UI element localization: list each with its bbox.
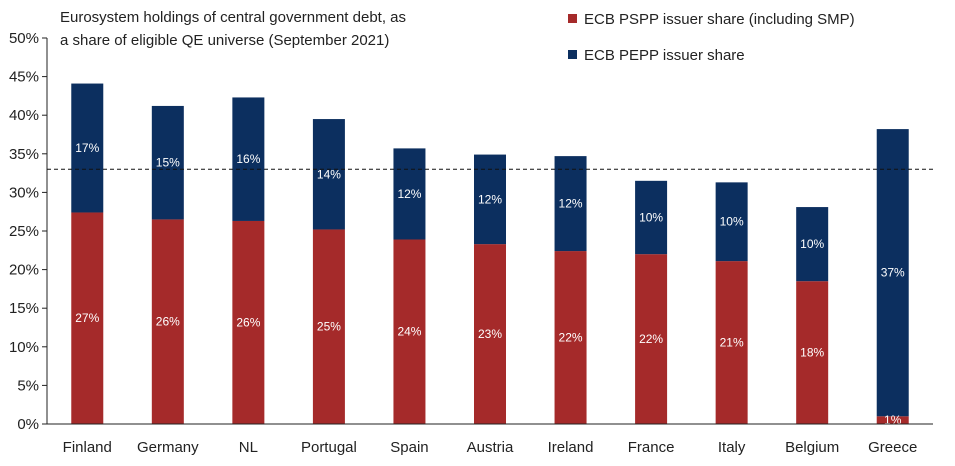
bar-segment-pepp-germany	[151, 105, 184, 220]
data-label-pspp-spain: 24%	[397, 325, 421, 339]
y-tick-label: 0%	[17, 416, 39, 433]
data-label-pepp-spain: 12%	[397, 187, 421, 201]
y-tick-label: 10%	[9, 339, 39, 356]
y-tick-label: 40%	[9, 107, 39, 124]
bar-segment-pspp-austria	[474, 244, 506, 424]
bar-segment-pspp-portugal	[312, 229, 345, 424]
bar-segment-pepp-nl	[232, 97, 265, 221]
data-label-pspp-belgium: 18%	[800, 346, 824, 360]
legend: ECB PSPP issuer share (including SMP) EC…	[568, 11, 855, 64]
y-tick-label: 20%	[9, 262, 39, 279]
data-label-pepp-france: 10%	[639, 210, 663, 224]
data-label-pepp-portugal: 14%	[317, 167, 341, 181]
bar-segment-pepp-belgium	[796, 207, 829, 282]
bar-segment-pspp-greece	[876, 416, 909, 424]
y-axis: 0% 5% 10% 15% 20% 25% 30% 35% 40% 45% 50%	[9, 30, 48, 433]
bar-segment-pepp-greece	[876, 129, 909, 417]
data-label-pepp-nl: 16%	[236, 152, 260, 166]
x-tick-label-finland: Finland	[63, 439, 112, 456]
y-tick-label: 25%	[9, 223, 39, 240]
chart-title-line-2: a share of eligible QE universe (Septemb…	[60, 32, 389, 49]
x-tick-label-germany: Germany	[137, 439, 199, 456]
data-label-pspp-france: 22%	[639, 332, 663, 346]
x-tick-label-belgium: Belgium	[785, 439, 839, 456]
data-label-pepp-greece: 37%	[881, 266, 905, 280]
data-label-pepp-austria: 12%	[478, 192, 502, 206]
bar-segment-pspp-finland	[71, 212, 104, 424]
x-tick-label-ireland: Ireland	[548, 439, 594, 456]
data-label-pspp-germany: 26%	[156, 315, 180, 329]
x-tick-label-italy: Italy	[718, 439, 746, 456]
y-tick-label: 30%	[9, 184, 39, 201]
legend-label-pepp: ECB PEPP issuer share	[584, 47, 745, 64]
legend-swatch-pspp	[568, 14, 577, 23]
bar-segment-pepp-portugal	[312, 119, 345, 230]
bar-segment-pspp-nl	[232, 220, 265, 424]
x-tick-label-france: France	[628, 439, 675, 456]
x-tick-label-greece: Greece	[868, 439, 917, 456]
bar-segment-pepp-france	[635, 180, 668, 255]
data-label-pepp-ireland: 12%	[559, 197, 583, 211]
bar-segment-pspp-belgium	[796, 281, 829, 424]
data-label-pepp-germany: 15%	[156, 156, 180, 170]
bar-segment-pspp-france	[635, 254, 668, 424]
x-tick-label-austria: Austria	[467, 439, 514, 456]
y-tick-label: 15%	[9, 300, 39, 317]
bar-segment-pepp-ireland	[554, 156, 587, 252]
y-tick-label: 50%	[9, 30, 39, 47]
legend-label-pspp: ECB PSPP issuer share (including SMP)	[584, 11, 855, 28]
data-label-pspp-portugal: 25%	[317, 320, 341, 334]
bar-segment-pspp-ireland	[554, 251, 587, 424]
x-tick-label-portugal: Portugal	[301, 439, 357, 456]
data-label-pspp-italy: 21%	[720, 336, 744, 350]
x-axis: Finland Germany NL Portugal Spain Austria Irel…	[47, 423, 933, 456]
chart-title: Eurosystem holdings of central governmen…	[60, 9, 406, 49]
data-label-pepp-belgium: 10%	[800, 237, 824, 251]
bar-segment-pepp-finland	[71, 83, 104, 213]
chart-title-line-1: Eurosystem holdings of central governmen…	[60, 9, 406, 26]
x-tick-label-nl: NL	[239, 439, 258, 456]
y-tick-label: 5%	[17, 377, 39, 394]
data-label-pspp-finland: 27%	[75, 311, 99, 325]
data-label-pepp-finland: 17%	[75, 141, 99, 155]
legend-swatch-pepp	[568, 50, 577, 59]
y-tick-label: 45%	[9, 69, 39, 86]
x-tick-label-spain: Spain	[390, 439, 428, 456]
bar-segment-pspp-germany	[151, 219, 184, 424]
data-label-pepp-italy: 10%	[720, 215, 744, 229]
data-label-pspp-austria: 23%	[478, 327, 502, 341]
bar-segment-pspp-italy	[715, 261, 748, 424]
bar-segment-pspp-spain	[393, 239, 426, 424]
data-labels: 27% 17% 26% 15% 26% 16% 25% 14% 24% 12% 23% 12% 22% 1…	[75, 141, 905, 427]
y-tick-label: 35%	[9, 146, 39, 163]
bar-segment-pepp-spain	[393, 148, 426, 240]
data-label-pspp-greece: 1%	[884, 413, 902, 427]
bar-segment-pepp-italy	[715, 182, 748, 262]
data-label-pspp-nl: 26%	[236, 315, 260, 329]
data-label-pspp-ireland: 22%	[559, 331, 583, 345]
bars	[71, 83, 909, 424]
